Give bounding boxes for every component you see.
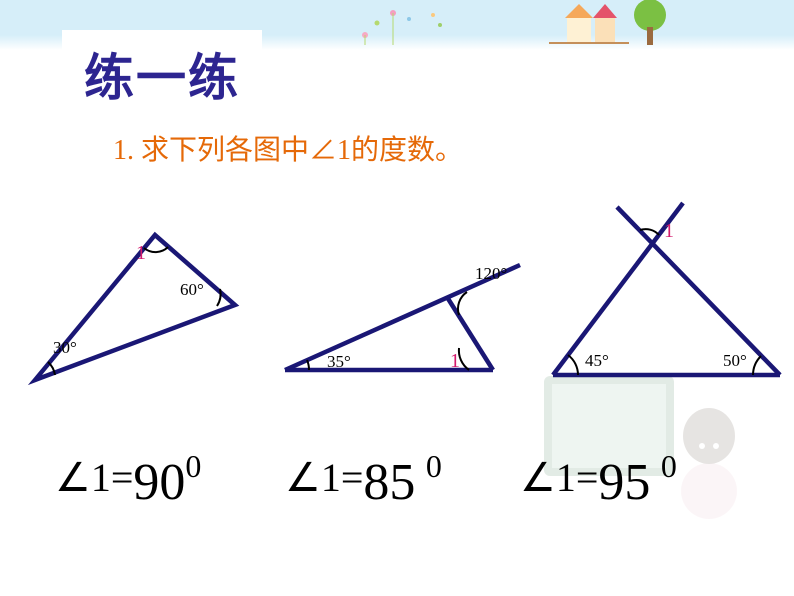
answer-3-sup: 0 (661, 448, 677, 484)
triangle-1-angle-30: 30° (53, 338, 77, 358)
decoration-tree (631, 0, 669, 49)
answer-1-value: 90 (133, 454, 185, 511)
triangle-3-angle-45: 45° (585, 351, 609, 371)
answer-2: ∠1=85 0 (285, 445, 442, 504)
diagrams-container: 30° 60° 1 35° 120° 1 45° 50° 1 (30, 195, 770, 425)
page-title: 练一练 (62, 30, 262, 118)
answer-2-value: 85 (363, 454, 415, 511)
triangle-2-angle-120: 120° (475, 264, 507, 284)
triangle-3 (535, 195, 790, 395)
answer-1-label: ∠1= (55, 455, 133, 500)
answer-1: ∠1=900 (55, 445, 201, 504)
decoration-house (549, 0, 629, 48)
decoration-dots (355, 5, 455, 45)
question-text: 1. 求下列各图中∠1的度数。 (113, 128, 463, 168)
answers-container: ∠1=900 ∠1=85 0 ∠1=95 0 (55, 445, 765, 515)
answer-2-label: ∠1= (285, 455, 363, 500)
triangle-1-angle-60: 60° (180, 280, 204, 300)
answer-1-sup: 0 (185, 448, 201, 484)
answer-3: ∠1=95 0 (520, 445, 677, 504)
triangle-1-angle1-label: 1 (136, 242, 146, 265)
triangle-3-angle1-label: 1 (664, 220, 674, 243)
answer-3-label: ∠1= (520, 455, 598, 500)
triangle-2-angle1-label: 1 (450, 350, 460, 373)
triangle-1 (20, 205, 255, 395)
triangle-2 (275, 225, 525, 385)
triangle-3-angle-50: 50° (723, 351, 747, 371)
answer-3-value: 95 (598, 454, 650, 511)
triangle-2-angle-35: 35° (327, 352, 351, 372)
answer-2-sup: 0 (426, 448, 442, 484)
